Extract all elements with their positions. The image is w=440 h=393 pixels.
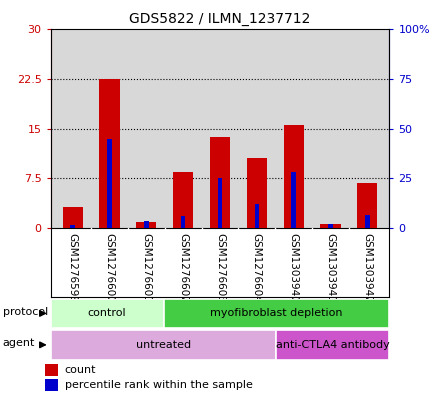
Text: anti-CTLA4 antibody: anti-CTLA4 antibody: [276, 340, 390, 350]
Text: GSM1276602: GSM1276602: [178, 233, 188, 303]
Text: control: control: [88, 309, 126, 318]
Bar: [291, 173, 296, 228]
Text: GSM1303941: GSM1303941: [326, 233, 335, 303]
Bar: [255, 204, 259, 228]
Text: count: count: [65, 365, 96, 375]
Bar: [218, 178, 222, 228]
Bar: [210, 137, 230, 228]
Text: GSM1276601: GSM1276601: [141, 233, 151, 303]
Bar: [164, 299, 389, 328]
Bar: [173, 172, 193, 228]
Title: GDS5822 / ILMN_1237712: GDS5822 / ILMN_1237712: [129, 12, 311, 26]
Text: myofibroblast depletion: myofibroblast depletion: [210, 309, 343, 318]
Text: GSM1276604: GSM1276604: [252, 233, 262, 303]
Bar: [62, 207, 83, 228]
Text: GSM1303940: GSM1303940: [289, 233, 299, 303]
Bar: [136, 222, 157, 228]
Text: GSM1276600: GSM1276600: [105, 233, 114, 303]
Text: GSM1303942: GSM1303942: [362, 233, 372, 303]
Bar: [45, 364, 58, 376]
Text: agent: agent: [3, 338, 35, 348]
Bar: [283, 125, 304, 228]
Bar: [144, 221, 149, 228]
Bar: [45, 380, 58, 391]
Bar: [276, 330, 389, 360]
Bar: [365, 215, 370, 228]
Text: GSM1276599: GSM1276599: [68, 233, 78, 303]
Bar: [320, 224, 341, 228]
Bar: [357, 183, 378, 228]
Bar: [51, 330, 276, 360]
Bar: [107, 139, 112, 228]
Text: protocol: protocol: [3, 307, 48, 317]
Bar: [247, 158, 267, 228]
Text: percentile rank within the sample: percentile rank within the sample: [65, 380, 253, 391]
Text: GSM1276603: GSM1276603: [215, 233, 225, 303]
Bar: [70, 225, 75, 228]
Bar: [51, 299, 164, 328]
Text: untreated: untreated: [136, 340, 191, 350]
Bar: [99, 79, 120, 228]
Bar: [181, 216, 185, 228]
Bar: [328, 224, 333, 228]
